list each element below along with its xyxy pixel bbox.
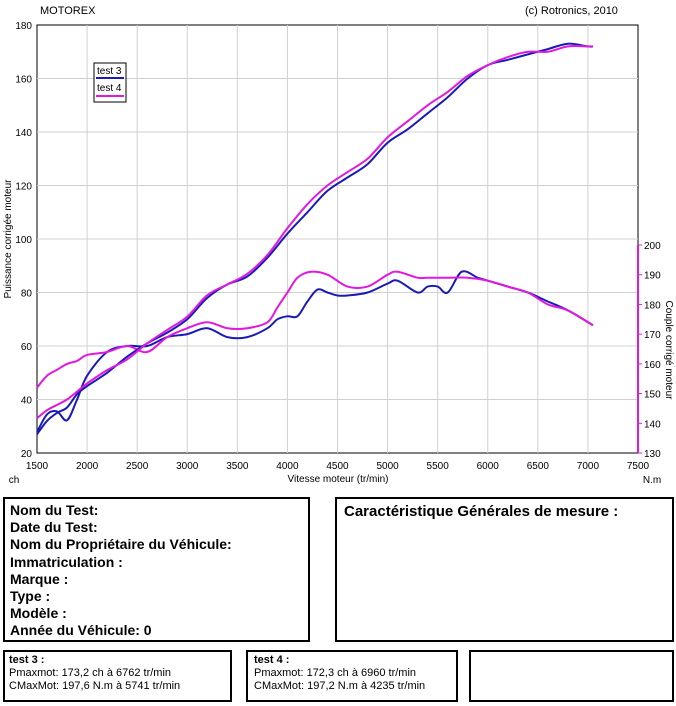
y-left-tick-label: 20	[21, 449, 33, 460]
brand-field-label: Marque :	[10, 570, 69, 587]
right-unit-label: N.m	[643, 475, 661, 486]
x-tick-label: 4500	[326, 461, 349, 472]
x-tick-label: 2000	[76, 461, 99, 472]
x-tick-label: 7500	[627, 461, 650, 472]
y-right-tick-label: 170	[644, 330, 661, 341]
result-box-test3: test 3 : Pmaxmot: 173,2 ch à 6762 tr/min…	[3, 650, 232, 702]
test-name-label: Nom du Test:	[10, 502, 99, 518]
dyno-chart: 1500 2000 2500 3000 3500 4000 4500 5000 5500 6000…	[3, 21, 674, 486]
series-test4-torque	[36, 270, 594, 389]
y-right-tick-label: 190	[644, 271, 661, 282]
left-unit-label: ch	[9, 475, 20, 486]
tick-labels: 1500 2000 2500 3000 3500 4000 4500 5000 5500 6000…	[15, 21, 661, 472]
measure-characteristics-title: Caractéristique Générales de mesure :	[344, 503, 619, 520]
measure-characteristics-box: Caractéristique Générales de mesure :	[335, 497, 674, 642]
result-test4-pmax: Pmaxmot: 172,3 ch à 6960 tr/min	[254, 667, 417, 679]
result-test3-title: test 3 :	[9, 654, 45, 666]
series-lines	[36, 42, 594, 435]
series-test4-power	[36, 45, 593, 419]
y-left-tick-label: 140	[15, 128, 32, 139]
y-right-axis-title: Couple corrigé moteur	[663, 301, 674, 401]
y-left-tick-label: 40	[21, 396, 33, 407]
series-test3-power	[36, 42, 593, 435]
y-left-tick-label: 160	[15, 75, 32, 86]
legend-label-test4: test 4	[97, 83, 122, 94]
y-right-tick-label: 160	[644, 360, 661, 371]
test-date-label: Date du Test:	[10, 519, 98, 536]
type-label: Type :	[10, 588, 51, 605]
x-tick-label: 6000	[477, 461, 500, 472]
legend-label-test3: test 3	[97, 66, 122, 77]
y-left-tick-label: 120	[15, 182, 32, 193]
y-left-tick-label: 60	[21, 342, 33, 353]
x-tick-label: 5500	[427, 461, 450, 472]
x-tick-label: 4000	[276, 461, 299, 472]
y-right-tick-label: 200	[644, 241, 661, 252]
result-test3-pmax: Pmaxmot: 173,2 ch à 6762 tr/min	[9, 667, 172, 679]
registration-label: Immatriculation :	[10, 553, 123, 570]
x-tick-label: 7000	[577, 461, 600, 472]
x-tick-label: 2500	[126, 461, 149, 472]
grid-lines	[37, 25, 638, 453]
x-tick-label: 5000	[376, 461, 399, 472]
x-tick-label: 6500	[527, 461, 550, 472]
y-right-tick-label: 140	[644, 419, 661, 430]
vehicle-year-label: Année du Véhicule: 0	[10, 622, 152, 639]
y-left-axis-title: Puissance corrigée moteur	[3, 179, 14, 299]
x-tick-label: 1500	[26, 461, 49, 472]
vehicle-info-box: Nom du Test: Date du Test: Nom du Propri…	[3, 497, 310, 642]
y-right-tick-label: 130	[644, 449, 661, 460]
owner-name-label: Nom du Propriétaire du Véhicule:	[10, 536, 232, 553]
result-box-test4: test 4 : Pmaxmot: 172,3 ch à 6960 tr/min…	[246, 650, 458, 702]
y-left-tick-label: 180	[15, 21, 32, 32]
x-axis-title: Vitesse moteur (tr/min)	[288, 474, 389, 485]
result-test4-title: test 4 :	[254, 654, 290, 666]
y-right-tick-label: 180	[644, 300, 661, 311]
copyright-label: (c) Rotronics, 2010	[525, 5, 618, 17]
result-test4-cmax: CMaxMot: 197,2 N.m à 4235 tr/min	[254, 680, 426, 692]
model-label: Modèle :	[10, 605, 67, 622]
result-test3-cmax: CMaxMot: 197,6 N.m à 5741 tr/min	[9, 680, 181, 692]
y-right-tick-label: 150	[644, 390, 661, 401]
brand-label: MOTOREX	[40, 5, 96, 17]
empty-result-box	[469, 650, 674, 702]
x-tick-label: 3000	[176, 461, 199, 472]
y-left-tick-label: 100	[15, 235, 32, 246]
y-left-tick-label: 80	[21, 289, 33, 300]
legend: test 3 test 4	[93, 62, 127, 103]
x-tick-label: 3500	[226, 461, 249, 472]
